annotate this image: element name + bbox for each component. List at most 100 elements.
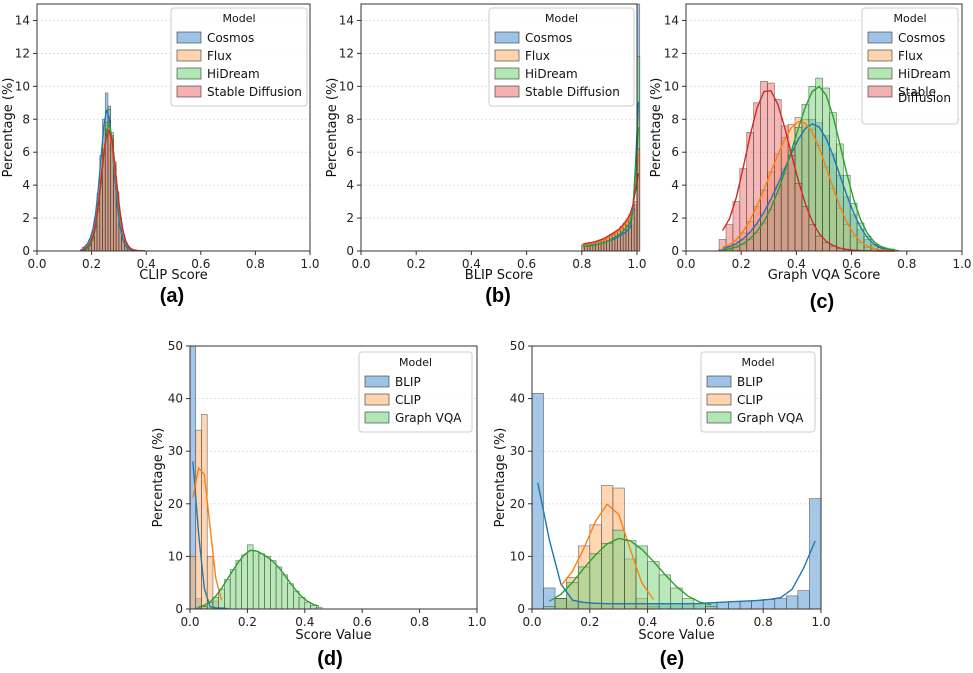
y-tick-label: 12 [15, 46, 30, 60]
kde-line [548, 537, 712, 606]
bar [281, 574, 288, 610]
legend-swatch [494, 85, 520, 98]
bar [774, 99, 782, 252]
x-axis-label: Score Value [638, 628, 714, 643]
legend-swatch [706, 393, 732, 406]
legend-entry: Flux [525, 49, 550, 63]
bar [751, 600, 764, 610]
legend-swatch [867, 85, 893, 98]
kde-line [722, 85, 896, 251]
legend-swatch [706, 411, 732, 424]
legend: Model Cosmos Flux HiDream Stable Diffusion [170, 7, 308, 107]
x-tick-label: 1.0 [467, 615, 486, 629]
kde-line [192, 466, 223, 601]
x-tick-label: 0.4 [638, 615, 657, 629]
legend-swatch [176, 85, 202, 98]
x-tick-label: 1.0 [952, 257, 971, 271]
legend: Model BLIP CLIP Graph VQA [700, 351, 816, 433]
x-tick-label: 0.8 [754, 615, 773, 629]
bar [189, 556, 197, 610]
legend-entry: Diffusion [898, 91, 951, 105]
kde-line [198, 549, 320, 608]
bar [275, 566, 283, 610]
bar [849, 202, 858, 252]
y-tick-label: 10 [339, 79, 354, 93]
chart-panel-e: 0.0 0.2 0.4 0.6 0.8 1.0 0 10 20 30 40 50 Score Value… [493, 339, 831, 670]
y-axis-label: Percentage (%) [1, 78, 16, 178]
bar [247, 544, 254, 610]
bar [620, 226, 624, 252]
bar [258, 553, 265, 610]
kde-line [583, 173, 640, 245]
plot-frame [531, 345, 822, 610]
bar [287, 583, 294, 610]
legend-entry: HiDream [207, 67, 260, 81]
x-axis-label: BLIP Score [465, 268, 533, 283]
y-tick-label: 30 [168, 444, 183, 458]
x-tick-label: 0.4 [462, 257, 481, 271]
y-tick-label: 8 [671, 112, 679, 126]
y-axis-label: Percentage (%) [151, 428, 166, 528]
y-tick-label: 0 [517, 602, 525, 616]
y-tick-label: 4 [22, 178, 30, 192]
kde-line [560, 503, 654, 600]
y-tick-label: 14 [664, 13, 679, 27]
bar [647, 561, 660, 610]
panel-label: (b) [485, 285, 511, 307]
y-tick-label: 0 [22, 244, 30, 258]
y-tick-label: 10 [510, 549, 525, 563]
legend-swatch [176, 31, 202, 44]
panel-label: (c) [810, 291, 834, 313]
legend-box [170, 7, 308, 107]
series-stable-diffusion [581, 148, 641, 252]
x-axis-label: Score Value [295, 628, 371, 643]
bar [836, 143, 844, 252]
bar [739, 600, 752, 610]
chart-panel-d: 0.0 0.2 0.4 0.6 0.8 1.0 0 10 20 30 40 50 Score Value… [151, 339, 487, 670]
y-tick-label: 12 [339, 46, 354, 60]
bar [241, 554, 248, 610]
series-stable-diffusion [718, 81, 872, 252]
legend-swatch [364, 411, 390, 424]
kde-line [81, 129, 145, 252]
bar [728, 601, 741, 610]
x-tick-label: 0.6 [517, 257, 536, 271]
kde-line [192, 461, 228, 610]
legend-swatch [176, 67, 202, 80]
legend-entry: Cosmos [207, 31, 254, 45]
panel-label: (d) [317, 648, 343, 670]
y-tick-label: 6 [671, 145, 679, 159]
x-tick-label: 0.6 [696, 615, 715, 629]
bar [235, 560, 242, 610]
bar [822, 87, 830, 252]
bar [786, 595, 799, 610]
bar [635, 545, 648, 610]
bar [293, 590, 300, 610]
legend-entry: Stable Diffusion [207, 85, 302, 99]
y-tick-label: 6 [346, 145, 354, 159]
y-tick-label: 0 [175, 602, 183, 616]
bar [589, 553, 602, 610]
x-tick-label: 0.8 [410, 615, 429, 629]
y-tick-label: 40 [168, 392, 183, 406]
x-tick-label: 0.4 [137, 257, 156, 271]
bar [229, 569, 237, 610]
plot-frame [685, 3, 963, 252]
legend-entry: Cosmos [525, 31, 572, 45]
legend-entry: Flux [207, 49, 232, 63]
kde-line [722, 120, 896, 252]
legend-entry: HiDream [525, 67, 578, 81]
legend-entry: CLIP [395, 393, 421, 407]
legend-entry: Cosmos [898, 31, 945, 45]
x-tick-label: 0.2 [238, 615, 257, 629]
y-tick-label: 2 [22, 211, 30, 225]
bar [601, 542, 614, 610]
legend-title: Model [893, 12, 926, 25]
legend-entry: BLIP [395, 375, 421, 389]
kde-line [583, 154, 640, 246]
bar [801, 206, 810, 252]
y-axis-label: Percentage (%) [325, 78, 340, 178]
legend-swatch [364, 375, 390, 388]
y-tick-label: 0 [346, 244, 354, 258]
